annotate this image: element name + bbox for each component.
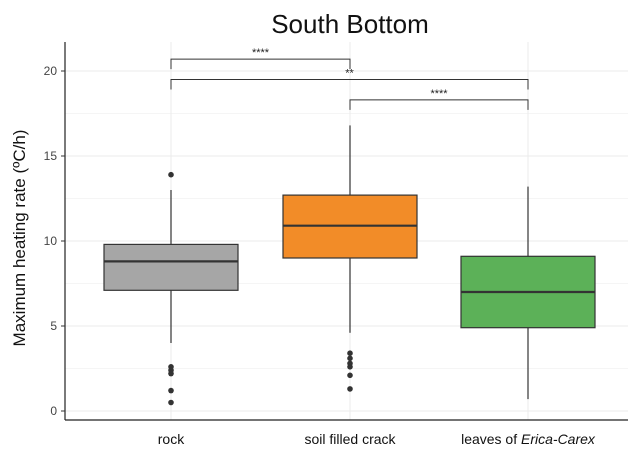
boxes — [103, 125, 596, 406]
sig-bracket: **** — [349, 88, 529, 110]
axes: 0 5 10 15 20 — [44, 42, 628, 421]
outlier-point — [347, 372, 353, 379]
x-tick-labels: rock soil filled crack leaves of Erica-Car… — [158, 431, 596, 447]
box-0 — [103, 171, 239, 406]
significance-brackets: ********** — [170, 47, 529, 110]
x-tick-label: soil filled crack — [304, 431, 396, 447]
y-tick-label: 5 — [50, 319, 57, 333]
sig-line — [349, 99, 529, 110]
outlier-point — [347, 355, 353, 362]
box-iqr — [103, 243, 239, 291]
sig-bracket: **** — [170, 47, 351, 70]
box-2 — [460, 186, 596, 400]
x-tick-label: leaves of Erica-Carex — [461, 431, 596, 447]
outlier-point — [347, 350, 353, 357]
sig-bracket: ** — [170, 68, 529, 90]
outlier-point — [168, 370, 174, 377]
outlier-point — [347, 364, 353, 370]
y-axis-label: Maximum heating rate (ºC/h) — [10, 130, 29, 347]
sig-line — [170, 58, 351, 70]
outlier-point — [347, 386, 353, 392]
box-1 — [282, 125, 418, 392]
outlier-point — [168, 387, 174, 394]
outlier-point — [168, 171, 174, 178]
y-tick-label: 10 — [44, 234, 58, 248]
sig-label: ** — [345, 68, 354, 80]
outlier-point — [168, 399, 174, 406]
y-tick-label: 15 — [44, 149, 58, 163]
sig-label: **** — [430, 88, 448, 100]
sig-line — [170, 79, 529, 90]
y-tick-label: 0 — [50, 404, 57, 418]
sig-label: **** — [252, 47, 270, 59]
chart-title: South Bottom — [271, 9, 429, 39]
x-tick-label: rock — [158, 431, 185, 447]
y-tick-label: 20 — [44, 64, 58, 78]
